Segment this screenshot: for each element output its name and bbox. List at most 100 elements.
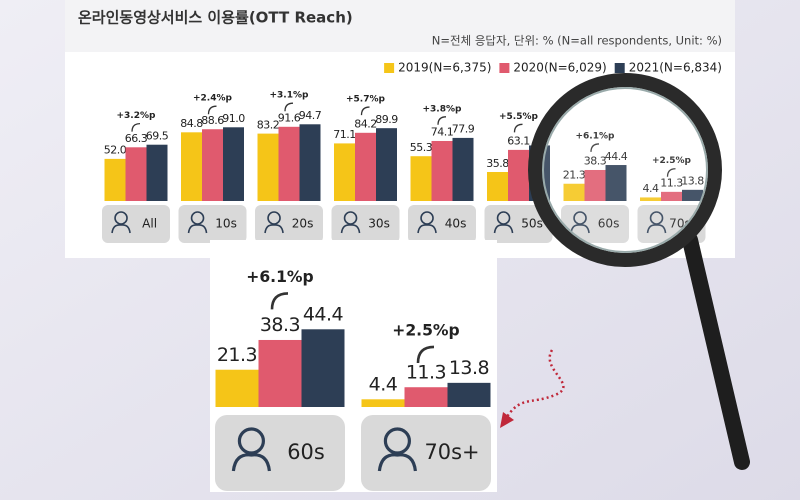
increase-label: +6.1%p	[246, 268, 313, 286]
x-tick-label: 20s	[292, 217, 314, 231]
increase-label: +5.7%p	[346, 95, 386, 105]
x-tick-label: All	[142, 217, 157, 231]
bar	[661, 191, 682, 201]
value-label: 4.4	[369, 374, 398, 396]
x-tick-label: 40s	[445, 217, 467, 231]
value-label: 63.1	[507, 135, 530, 148]
bar	[215, 369, 259, 407]
x-tick-label: 70s+	[425, 440, 480, 464]
increase-arrow	[437, 116, 447, 125]
category-box	[255, 205, 323, 243]
increase-arrow	[513, 123, 523, 133]
increase-label: +5.5%p	[499, 112, 539, 122]
person-icon-head	[237, 427, 265, 455]
bar	[299, 124, 321, 201]
value-label: 13.8	[681, 175, 704, 188]
bar	[301, 329, 345, 407]
bar	[410, 156, 432, 201]
value-label: 38.3	[584, 155, 607, 168]
value-label: 83.2	[257, 118, 280, 131]
value-label: 44.4	[303, 304, 344, 326]
value-label: 88.6	[201, 114, 224, 127]
value-label: 4.4	[643, 182, 659, 195]
magnifier	[528, 73, 750, 470]
value-label: 52.0	[104, 144, 127, 157]
chart-title: 온라인동영상서비스 이용률(OTT Reach)	[78, 9, 353, 27]
magnifier-handle	[682, 232, 750, 470]
bar	[104, 158, 126, 201]
value-label: 55.3	[410, 141, 433, 154]
bar	[376, 128, 397, 201]
pointer-arrow-head	[500, 412, 514, 428]
category-box	[215, 415, 345, 491]
value-label: 13.8	[449, 357, 489, 379]
increase-label: +6.1%p	[575, 131, 615, 141]
value-label: 91.0	[222, 112, 245, 125]
person-icon-head	[496, 211, 511, 225]
value-label: 11.3	[660, 177, 683, 190]
category-box	[408, 205, 476, 243]
value-label: 89.9	[375, 113, 398, 126]
increase-label: +2.4%p	[193, 94, 233, 104]
bar	[125, 147, 147, 201]
x-tick-label: 50s	[521, 217, 543, 231]
person-icon-head	[383, 427, 411, 455]
value-label: 35.8	[486, 157, 509, 170]
category-box	[484, 205, 553, 243]
bar	[563, 183, 585, 201]
bar	[452, 137, 474, 201]
increase-label: +2.5%p	[392, 321, 459, 339]
x-tick-label: 60s	[598, 217, 620, 231]
bar	[258, 339, 302, 407]
increase-label: +2.5%p	[652, 156, 692, 166]
value-label: 91.6	[278, 112, 301, 125]
value-label: 71.1	[333, 128, 356, 141]
legend-label: 2020(N=6,029)	[513, 61, 606, 75]
bar	[404, 387, 448, 407]
pointer-arrow	[503, 349, 565, 421]
bar	[584, 169, 606, 201]
increase-arrow	[666, 168, 676, 177]
value-label: 84.2	[354, 118, 377, 131]
bar	[640, 197, 661, 201]
bar	[508, 149, 529, 201]
person-icon-head	[267, 211, 281, 225]
category-box	[331, 205, 400, 243]
person-icon-body	[417, 224, 437, 234]
chart-subtitle: N=전체 응답자, 단위: % (N=all respondents, Unit…	[432, 34, 722, 48]
bar	[355, 132, 376, 201]
magnifier-rim	[528, 73, 722, 267]
value-label: 66.3	[125, 132, 148, 145]
bar	[202, 129, 223, 201]
main-plot: 2021(N=6,834) 2020(N=6,029) 2019(N=6,375) 5…	[102, 61, 722, 243]
person-icon-body	[111, 224, 131, 234]
value-label: 74.1	[431, 126, 454, 139]
value-label: 21.3	[217, 344, 257, 366]
bar	[447, 382, 491, 407]
bar	[361, 399, 405, 407]
value-label: 69.5	[146, 129, 169, 142]
category-box	[178, 205, 247, 243]
value-label: 77.9	[452, 123, 475, 136]
increase-arrow	[360, 106, 370, 116]
value-label: 84.8	[180, 117, 203, 130]
value-label: 21.3	[563, 168, 586, 181]
bar	[146, 144, 168, 201]
bar	[278, 126, 300, 201]
increase-arrow	[416, 345, 435, 364]
category-box	[361, 415, 491, 491]
header-band	[65, 0, 735, 52]
bar	[257, 133, 279, 201]
person-icon-body	[264, 224, 284, 234]
value-label: 94.7	[299, 109, 322, 122]
person-icon-body	[493, 224, 514, 234]
person-icon-body	[340, 224, 361, 234]
bar	[605, 165, 627, 201]
increase-arrow	[590, 143, 600, 152]
x-tick-label: 60s	[287, 440, 324, 464]
person-icon-body	[646, 224, 667, 234]
legend-label: 2021(N=6,834)	[629, 61, 722, 75]
legend-swatch	[499, 63, 510, 73]
person-icon-head	[343, 211, 358, 225]
